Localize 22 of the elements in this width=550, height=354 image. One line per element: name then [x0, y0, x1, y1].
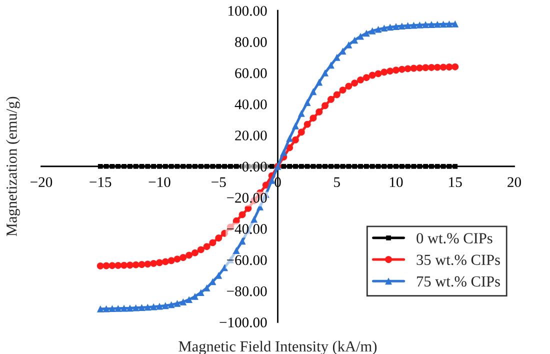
y-tick-label: −60.00: [227, 255, 267, 266]
legend-label: 75 wt.% CIPs: [417, 276, 500, 287]
x-tick-label: 20: [508, 177, 521, 188]
y-axis-title: Magnetization (emu/g): [6, 96, 20, 236]
x-tick-label: −15: [90, 177, 112, 188]
x-tick-label: −10: [148, 177, 170, 188]
y-tick-label: 40.00: [234, 99, 267, 110]
y-tick-label: 100.00: [228, 6, 267, 16]
y-tick-label: −100.00: [220, 318, 267, 328]
y-tick-label: 20.00: [235, 130, 267, 140]
legend-label: 0 wt.% CIPs: [416, 233, 492, 244]
y-tick-label: −20.00: [227, 192, 267, 203]
legend-label: 35 wt.% CIPs: [416, 254, 500, 266]
x-tick-label: 15: [449, 177, 462, 188]
y-tick-label: −80.00: [227, 286, 267, 296]
x-tick-label: −5: [212, 177, 226, 188]
y-tick-label: 60.00: [235, 68, 267, 78]
x-tick-label: −20: [30, 177, 52, 188]
y-tick-label: 80.00: [235, 37, 267, 48]
y-tick-label: −40.00: [227, 224, 267, 234]
x-tick-label: 5: [334, 177, 340, 188]
x-tick-label: 10: [390, 177, 403, 188]
